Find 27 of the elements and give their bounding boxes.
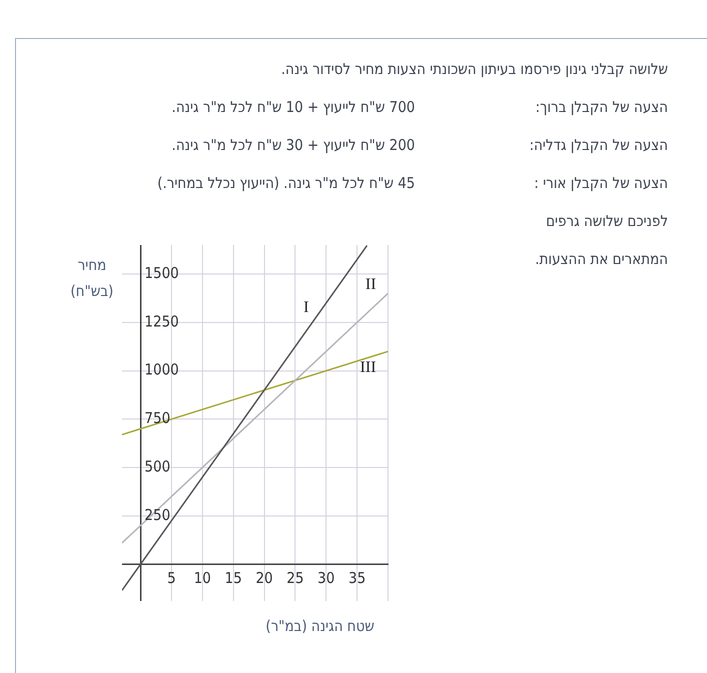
text: לפניכם שלושה גרפים bbox=[546, 212, 668, 230]
text: 700 ש"ח לייעוץ + 10 ש"ח לכל מ"ר גינה. bbox=[172, 98, 415, 116]
series-label: III bbox=[360, 359, 376, 376]
y-tick-label: 1250 bbox=[144, 312, 179, 330]
y-tick-label: 1000 bbox=[144, 360, 179, 379]
y-tick-label: 1500 bbox=[144, 264, 179, 282]
series-label: I bbox=[304, 298, 309, 316]
y-axis-title: מחיר (בש"ח) bbox=[70, 255, 114, 302]
x-tick-label: 10 bbox=[194, 569, 212, 588]
x-tick-label: 5 bbox=[167, 569, 176, 588]
text: הצעה של הקבלן אורי : bbox=[534, 174, 668, 192]
text: 200 ש"ח לייעוץ + 30 ש"ח לכל מ"ר גינה. bbox=[172, 136, 415, 154]
y-tick-label: 250 bbox=[144, 506, 170, 524]
text: שלושה קבלני גינון פירסמו בעיתון השכונתי הצעות מחיר לסידור גינה. bbox=[281, 60, 668, 78]
x-tick-label: 25 bbox=[286, 569, 304, 588]
text: 45 ש"ח לכל מ"ר גינה. (הייעוץ נכלל במחיר.) bbox=[157, 174, 415, 192]
x-tick-label: 15 bbox=[224, 569, 242, 588]
y-tick-label: 500 bbox=[144, 457, 170, 476]
text: הצעה של הקבלן גדליה: bbox=[529, 136, 668, 154]
x-axis-title: שטח הגינה (במ"ר) bbox=[264, 617, 376, 635]
text: המתארים את ההצעות. bbox=[535, 250, 668, 268]
x-tick-label: 35 bbox=[348, 569, 366, 588]
text: הצעה של הקבלן ברוך: bbox=[535, 98, 668, 116]
x-tick-label: 20 bbox=[256, 569, 273, 588]
y-tick-label: 750 bbox=[144, 409, 170, 428]
series-label: II bbox=[365, 276, 376, 294]
x-tick-label: 30 bbox=[318, 569, 335, 588]
